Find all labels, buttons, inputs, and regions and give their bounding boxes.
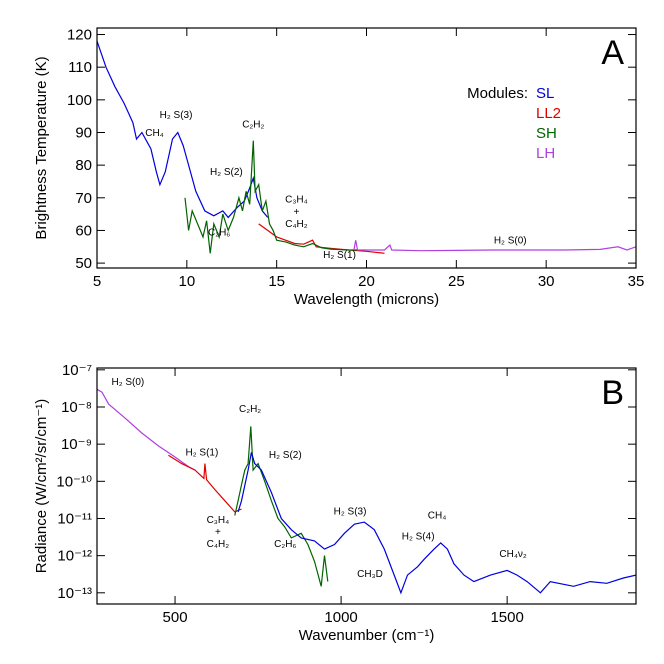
y-tick-label: 10⁻¹¹ bbox=[57, 510, 92, 527]
x-tick-label: 500 bbox=[163, 609, 188, 626]
y-tick-label: 10⁻⁹ bbox=[61, 436, 92, 453]
spectrum-line bbox=[237, 452, 637, 595]
y-axis-label: Brightness Temperature (K) bbox=[33, 56, 50, 239]
x-tick-label: 35 bbox=[628, 273, 645, 290]
annotation: + bbox=[294, 207, 300, 218]
x-tick-label: 25 bbox=[448, 273, 465, 290]
y-tick-label: 10⁻⁷ bbox=[62, 362, 92, 379]
spectrum-line bbox=[234, 426, 329, 587]
x-tick-label: 10 bbox=[178, 273, 195, 290]
annotation: CH₄ν₂ bbox=[499, 549, 527, 560]
x-tick-label: 15 bbox=[268, 273, 285, 290]
annotation: H₂ S(2) bbox=[269, 450, 302, 461]
annotation: H₂ S(1) bbox=[323, 250, 356, 261]
y-tick-label: 50 bbox=[75, 255, 92, 272]
annotation: C₃H₄ bbox=[207, 515, 230, 526]
y-tick-label: 100 bbox=[67, 92, 92, 109]
panel-label: A bbox=[601, 34, 624, 72]
spectrum-line bbox=[184, 140, 358, 254]
annotation: C₂H₆ bbox=[274, 539, 296, 550]
annotation: H₂ S(3) bbox=[334, 506, 367, 517]
legend-entry: SH bbox=[536, 125, 557, 142]
annotation: H₂ S(1) bbox=[186, 447, 219, 458]
annotation: C₄H₂ bbox=[285, 219, 308, 230]
y-tick-label: 10⁻¹⁰ bbox=[56, 473, 92, 490]
annotation: + bbox=[215, 527, 221, 538]
x-tick-label: 20 bbox=[358, 273, 375, 290]
x-tick-label: 30 bbox=[538, 273, 555, 290]
x-tick-label: 1500 bbox=[490, 609, 523, 626]
x-axis-label: Wavenumber (cm⁻¹) bbox=[299, 627, 435, 644]
annotation: C₂H₂ bbox=[242, 120, 264, 131]
y-tick-label: 60 bbox=[75, 222, 92, 239]
x-axis-label: Wavelength (microns) bbox=[294, 291, 439, 308]
annotation: H₂ S(0) bbox=[494, 236, 527, 247]
spectrum-line bbox=[353, 240, 637, 252]
y-tick-label: 80 bbox=[75, 157, 92, 174]
annotation: C₂H₂ bbox=[239, 404, 261, 415]
y-tick-label: 10⁻¹³ bbox=[57, 585, 92, 602]
annotation: C₂H₆ bbox=[208, 227, 230, 238]
spectrum-line bbox=[168, 454, 242, 513]
annotation: C₄H₂ bbox=[207, 539, 230, 550]
y-tick-label: 70 bbox=[75, 190, 92, 207]
legend-title: Modules: bbox=[467, 85, 528, 102]
x-tick-label: 1000 bbox=[324, 609, 357, 626]
legend-entry: LH bbox=[536, 145, 555, 162]
annotation: C₃H₄ bbox=[285, 195, 308, 206]
y-tick-label: 10⁻¹² bbox=[57, 548, 92, 565]
y-tick-label: 10⁻⁸ bbox=[61, 399, 92, 416]
y-tick-label: 90 bbox=[75, 124, 92, 141]
annotation: CH₃D bbox=[357, 569, 383, 580]
annotation: H₂ S(3) bbox=[160, 110, 193, 121]
plot-frame bbox=[96, 367, 637, 605]
y-tick-label: 120 bbox=[67, 27, 92, 44]
annotation: H₂ S(4) bbox=[402, 532, 435, 543]
annotation: H₂ S(0) bbox=[111, 377, 144, 388]
annotation: H₂ S(2) bbox=[210, 167, 243, 178]
legend-entry: LL2 bbox=[536, 105, 561, 122]
panel-label: B bbox=[601, 374, 624, 412]
y-tick-label: 110 bbox=[68, 59, 92, 76]
annotation: CH₄ bbox=[428, 510, 447, 521]
legend-entry: SL bbox=[536, 85, 554, 102]
y-axis-label: Radiance (W/cm²/sr/cm⁻¹) bbox=[33, 399, 50, 574]
annotation: CH₄ bbox=[145, 128, 164, 139]
spectrum-line bbox=[258, 223, 385, 254]
x-tick-label: 5 bbox=[93, 273, 101, 290]
spectrum-line bbox=[96, 388, 196, 471]
